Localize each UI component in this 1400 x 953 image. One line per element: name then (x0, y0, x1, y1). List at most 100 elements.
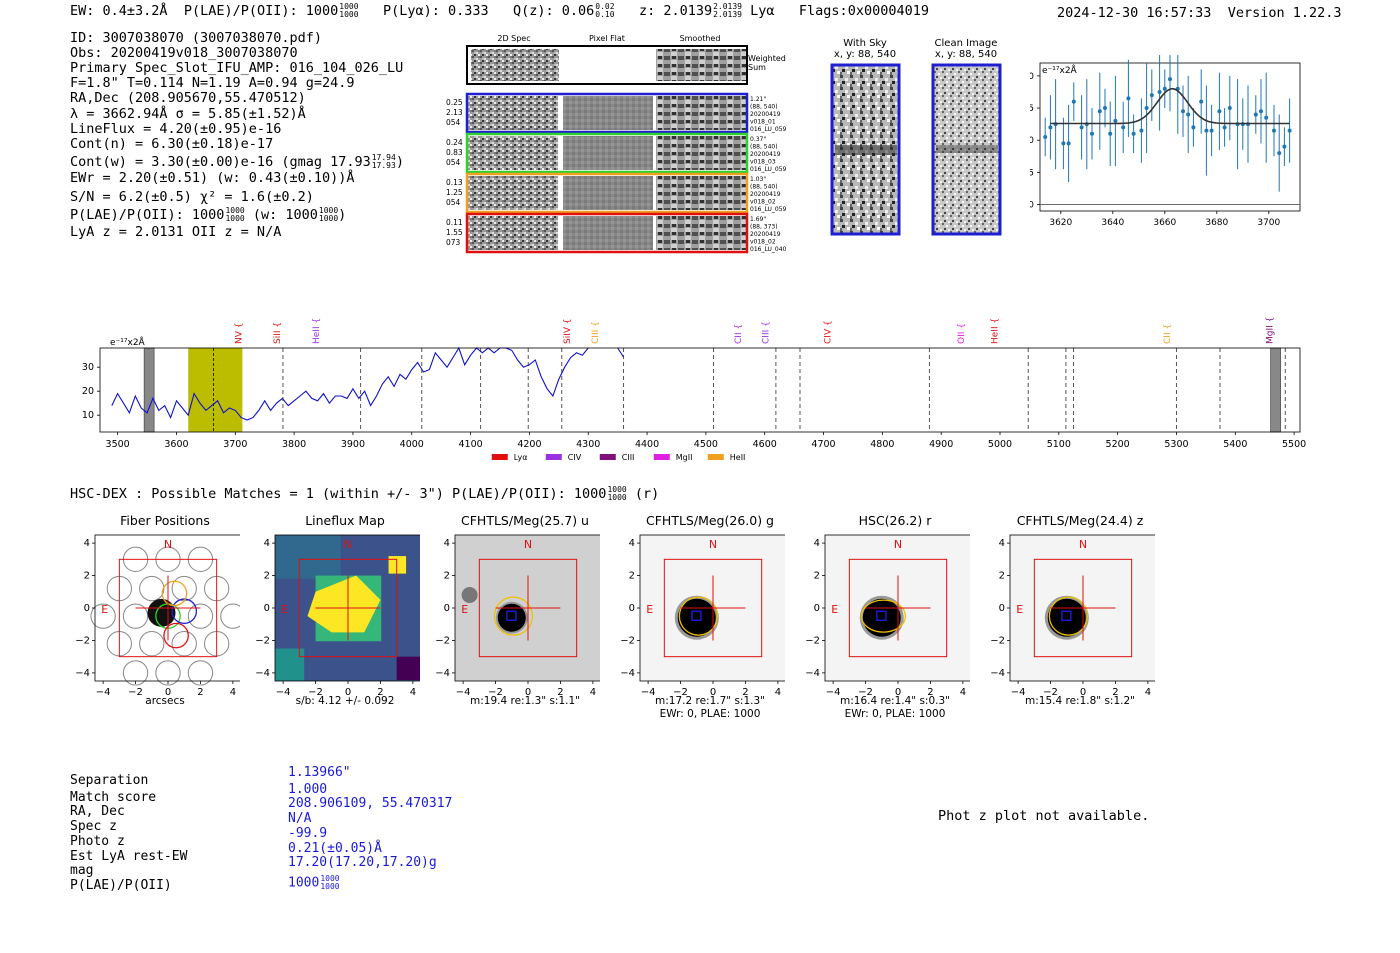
panel-xtick-label: 0 (345, 687, 351, 698)
spec-xtick-label: 5400 (1223, 439, 1247, 450)
cutout-right-label: v018_01 (750, 119, 776, 126)
panel-xtick-label: −4 (276, 687, 291, 698)
fit-xtick-label: 3620 (1049, 218, 1072, 228)
spec-ytick-label: 30 (82, 362, 94, 373)
north-label: N (524, 538, 532, 551)
fit-ytick-label: 5 (1030, 168, 1034, 178)
clean-image (931, 63, 1002, 236)
cutout-right-label: 1.21" (750, 96, 766, 103)
panel-ytick-label: −4 (620, 668, 635, 679)
fit-ytick-label: 0 (1030, 201, 1034, 211)
panel-ytick-label: 0 (999, 603, 1005, 614)
panel-xtick-label: 4 (590, 687, 596, 698)
panel-caption: s/b: 4.12 +/- 0.092 (265, 695, 425, 708)
panel-xtick-label: −2 (128, 687, 143, 698)
legend-label: MgII (676, 453, 693, 462)
search-box (663, 558, 763, 658)
panel-caption: m:17.2 re:1.7" s:1.3" EWr: 0, PLAE: 1000 (630, 695, 790, 721)
panel-ytick-label: 2 (444, 571, 450, 582)
legend-swatch (707, 454, 724, 460)
cutout-right-label: 20200419 (750, 191, 781, 198)
match-value: N/A (288, 811, 312, 827)
cutout-left-label: 0.13 (446, 178, 463, 187)
plae-value: 1000 (305, 3, 339, 19)
legend-swatch (599, 454, 616, 460)
panel-ytick-label: 4 (814, 538, 820, 549)
panel-ytick-label: −4 (435, 668, 450, 679)
match-value: 208.906109, 55.470317 (288, 796, 453, 812)
panel-caption-line2: EWr: 0, PLAE: 1000 (844, 708, 946, 720)
spectral-line-label: MgII { (1265, 317, 1275, 344)
spec-xtick-label: 4500 (694, 439, 718, 450)
search-box (118, 558, 218, 658)
spectral-line-label: CII { (734, 324, 744, 344)
east-label: E (461, 603, 468, 616)
fit-point (1139, 128, 1144, 133)
panel-ytick-label: −4 (990, 668, 1005, 679)
cutout-row-frame (465, 212, 749, 254)
north-label: N (894, 538, 902, 551)
neighbor-source (461, 587, 478, 604)
cutout-left-label: 054 (446, 118, 461, 127)
fit-point (1204, 128, 1209, 133)
fit-xtick-label: 3640 (1101, 218, 1124, 228)
east-label: E (1016, 603, 1023, 616)
fit-point (1277, 151, 1282, 156)
fit-point (1259, 109, 1263, 114)
spec-xtick-label: 3900 (341, 439, 365, 450)
fit-xtick-label: 3680 (1205, 218, 1228, 228)
match-value: 1.13966" (288, 765, 351, 780)
fiber-circle (90, 603, 116, 629)
panel-xtick-label: −2 (488, 687, 503, 698)
info-lineflux: LineFlux = 4.20(±0.95)e-16 (70, 121, 282, 137)
fit-point (1191, 125, 1196, 130)
spec-ytick-label: 10 (82, 410, 94, 421)
cutout-right-label: v018_02 (750, 239, 776, 246)
panel-xtick-label: 0 (165, 687, 171, 698)
cutout-left-label: 2.13 (446, 108, 463, 117)
cutout-left-label: 1.55 (446, 228, 463, 237)
flags: Flags:0x00004019 (798, 3, 929, 19)
cutout-row-frame (465, 172, 749, 214)
col-2d-label: 2D Spec (497, 34, 530, 43)
source-ellipse (678, 596, 719, 636)
panel-ytick-label: 2 (629, 571, 635, 582)
legend-swatch (653, 454, 670, 460)
match-label: RA, Dec (70, 804, 125, 820)
match-label: Spec z (70, 819, 117, 835)
lya-highlight (188, 348, 243, 432)
spectrum-line (111, 346, 589, 421)
fiber-highlight (171, 598, 198, 625)
panel-ytick-label: −2 (255, 635, 270, 646)
fiber-highlight (161, 580, 188, 607)
cutout-left-label: 0.11 (446, 218, 463, 227)
cutout-right-label: 016_LU_040 (750, 246, 787, 253)
plae-label: P(LAE)/P(OII): (183, 3, 298, 19)
info-id: ID: 3007038070 (3007038070.pdf) (70, 30, 322, 46)
spec-xtick-label: 5100 (1047, 439, 1071, 450)
fit-point (1090, 131, 1094, 136)
aperture-box (1061, 610, 1072, 621)
fiber-circle (220, 603, 240, 629)
panel-image: N E −4 −4 −2 −2 0 0 2 2 4 4 (75, 534, 240, 698)
panel-ytick-label: 4 (84, 538, 90, 549)
panel-caption-line1: m:16.4 re:1.4" s:0.3" (840, 695, 950, 707)
sky-images (830, 63, 1002, 236)
spectral-line-label: CIII { (762, 321, 772, 344)
fit-point (1253, 112, 1258, 117)
spectrum-unit: e⁻¹⁷x2Å (110, 336, 146, 348)
panel-xtick-label: −2 (858, 687, 873, 698)
panel-image: N E −4 −4 −2 −2 0 0 2 2 4 4 (805, 534, 970, 698)
fiber-circle (187, 603, 214, 629)
qz-value: Q(z): 0.06 (513, 3, 595, 19)
fit-point (1227, 106, 1232, 111)
search-box (298, 558, 398, 658)
info-primary: Primary Spec_Slot_IFU_AMP: 016_104_026_L… (70, 60, 404, 76)
panel-image: N E −4 −4 −2 −2 0 0 2 2 4 4 (435, 534, 600, 698)
fit-point (1071, 99, 1076, 104)
fit-ytick-label: 15 (1030, 104, 1034, 114)
panel-xtick-label: −4 (96, 687, 111, 698)
panel-xtick-label: 4 (775, 687, 781, 698)
